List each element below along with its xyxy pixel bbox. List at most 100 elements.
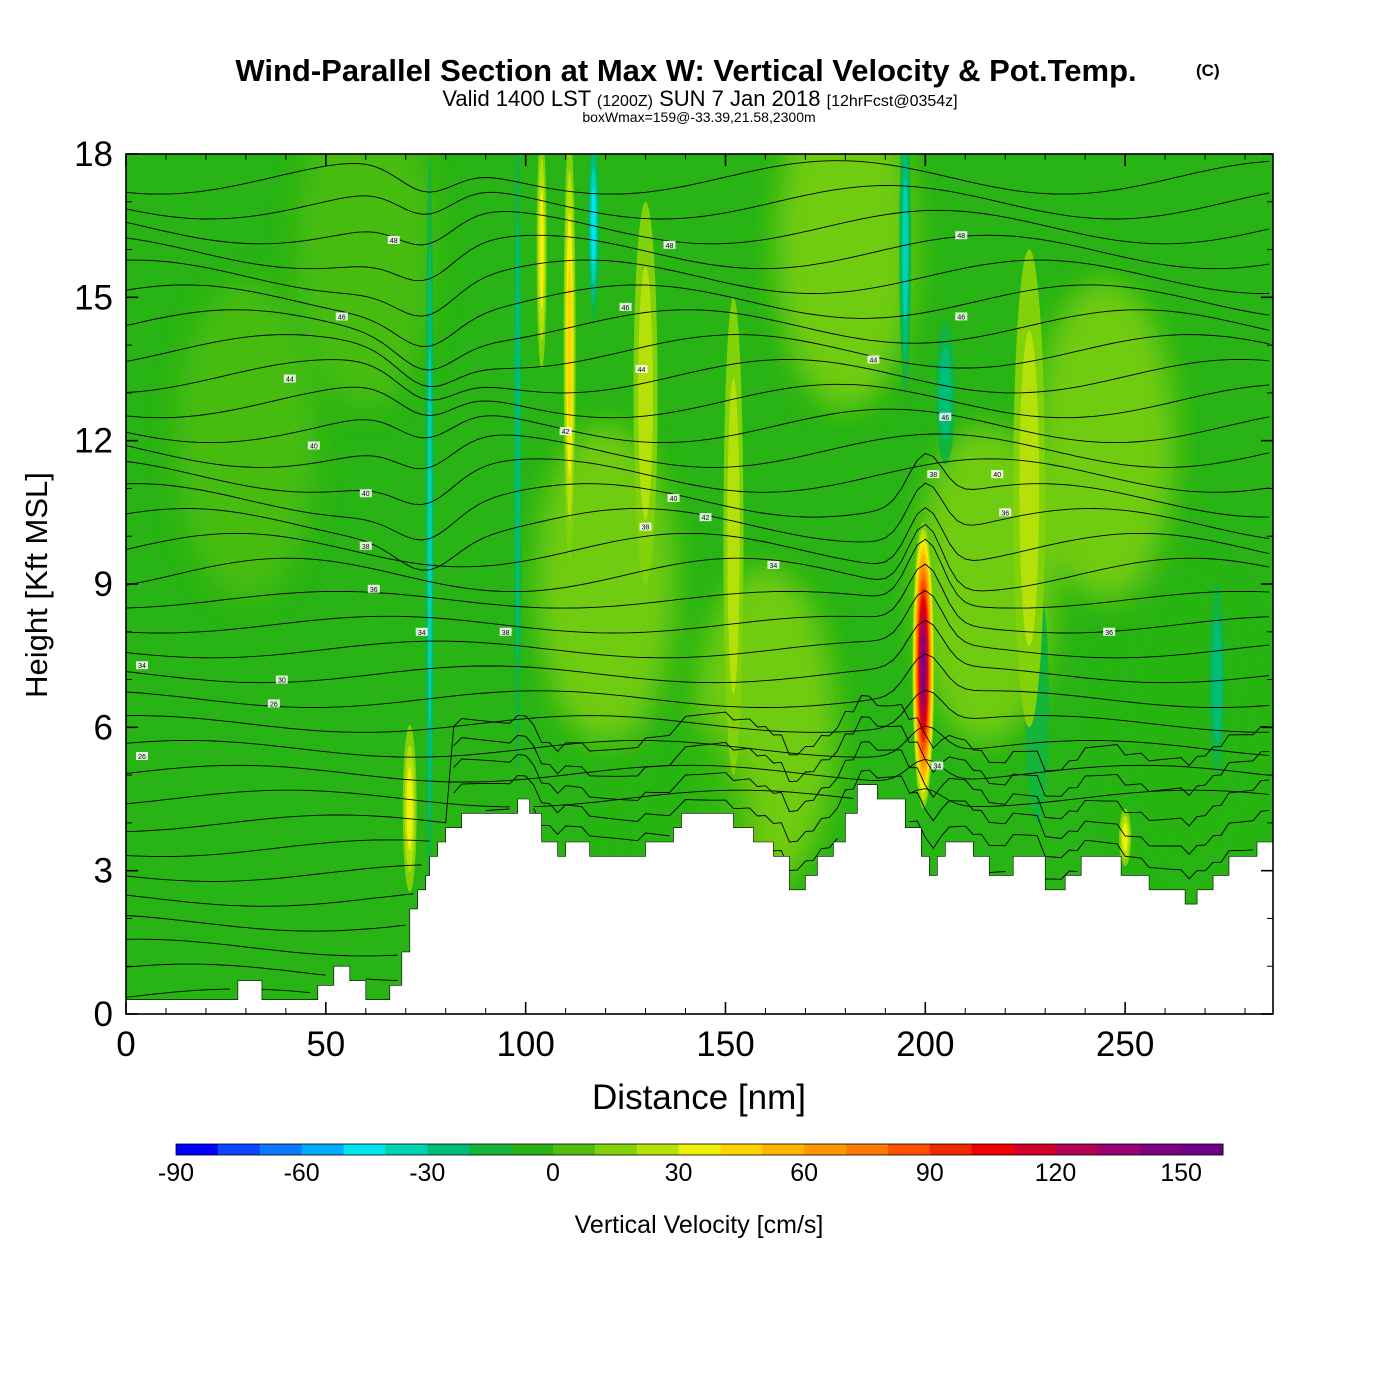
updraft-region-0 [912, 521, 935, 809]
terrain [126, 784, 1273, 1014]
theta-contour-label: 40 [359, 489, 372, 498]
y-tick-label: 15 [74, 278, 113, 317]
colorbar-cell [1013, 1144, 1056, 1155]
theta-contour [126, 769, 1270, 907]
copyright-mark: (C) [1196, 61, 1220, 80]
theta-contour [126, 788, 1270, 808]
velocity-level [567, 257, 572, 433]
colorbar-tick-label: -30 [409, 1159, 445, 1187]
colorbar-tick-label: -90 [158, 1159, 194, 1187]
theta-contour-label: 36 [1103, 627, 1116, 637]
downdraft-region-5 [1209, 584, 1226, 776]
colorbar-cell [1055, 1144, 1098, 1155]
theta-contour-label: 38 [359, 541, 372, 551]
colorbar-cell [971, 1144, 1015, 1155]
velocity-level [427, 344, 432, 729]
colorbar-cell [217, 1144, 261, 1155]
x-tick-label: 100 [496, 1025, 554, 1064]
colorbar-frame [175, 1143, 1224, 1156]
colorbar-cell [343, 1144, 386, 1155]
y-tick-label: 0 [94, 995, 113, 1034]
theta-contour-label: 44 [635, 365, 648, 374]
colorbar-tick-label: 30 [665, 1159, 693, 1187]
downdraft-region-4 [935, 321, 956, 465]
theta-contour [126, 259, 1269, 317]
theta-contour [126, 284, 1270, 348]
theta-contour-label: 26 [267, 699, 280, 708]
y-tick-label: 12 [74, 422, 113, 461]
theta-contour-label-text: 46 [622, 305, 630, 312]
theta-contour-label: 38 [639, 522, 652, 532]
velocity-level [539, 189, 544, 310]
theta-contour [126, 358, 1270, 401]
theta-contour [126, 808, 1254, 932]
colorbar-cell [846, 1144, 889, 1155]
theta-contour-label-text: 38 [362, 544, 370, 551]
colorbar-cell [511, 1144, 554, 1155]
theta-contour [126, 988, 310, 998]
theta-contour-label: 38 [499, 627, 512, 637]
colorbar-tick-label: 90 [916, 1159, 944, 1187]
theta-contour-label-text: 42 [562, 429, 570, 436]
downdraft-region-0 [425, 154, 435, 919]
theta-contour [126, 758, 1270, 783]
y-axis-label: Height [Kft MSL] [19, 472, 54, 698]
theta-contour-label-text: 44 [286, 377, 294, 384]
theta-contour-label: 34 [135, 661, 148, 670]
theta-contour-label-text: 46 [957, 314, 965, 321]
contour-labels: 26 34 26 30 36 38 40 40 44 46 48 34 38 42 38 40 42 34 46 44… [135, 231, 1116, 771]
downdraft-region-3 [899, 154, 912, 393]
x-tick-label: 150 [696, 1025, 754, 1064]
theta-contour-label: 40 [667, 494, 680, 503]
colorbar-cell [1181, 1144, 1224, 1155]
colorbar-cell [804, 1144, 847, 1155]
theta-contour-label-text: 34 [418, 630, 426, 637]
theta-contour-label: 46 [955, 312, 968, 321]
theta-contour-label-text: 48 [390, 238, 398, 245]
theta-contour-label-text: 38 [642, 525, 650, 532]
theta-contour-label-text: 30 [278, 678, 286, 685]
theta-contour [126, 452, 1269, 541]
theta-contour [126, 523, 1270, 593]
theta-contour-label-text: 40 [993, 472, 1001, 479]
colorbar-cell [552, 1144, 596, 1155]
x-tick-label: 50 [306, 1025, 345, 1064]
theta-contour-label: 46 [619, 302, 632, 312]
theta-contour [126, 458, 1270, 506]
theta-contour-label-text: 34 [770, 563, 778, 570]
chart-title: Wind-Parallel Section at Max W: Vertical… [235, 53, 1136, 88]
theta-contour-label: 34 [767, 560, 780, 570]
theta-contour [126, 383, 1270, 419]
theta-contour-label: 46 [939, 412, 952, 422]
theta-contour [126, 963, 398, 982]
theta-contour [126, 589, 1270, 659]
theta-contour-label: 34 [931, 761, 944, 771]
colorbar-cell [259, 1144, 303, 1155]
theta-contour-label-text: 44 [638, 367, 646, 374]
theta-contour [126, 334, 1270, 388]
theta-contour-label-text: 36 [1105, 630, 1113, 637]
theta-contour [126, 309, 1270, 371]
plot-area: 26 34 26 30 36 38 40 40 44 46 48 34 38 42 38 40 42 34 46 44… [126, 154, 1273, 1014]
colorbar-tick-label: 120 [1035, 1159, 1077, 1187]
theta-contour [126, 433, 1270, 470]
theta-contour-label-text: 36 [1001, 510, 1009, 517]
theta-contour [126, 507, 1270, 568]
theta-contour-label: 48 [387, 236, 400, 245]
theta-contour [126, 725, 1270, 758]
theta-contour [126, 563, 1270, 634]
colorbar-cell [469, 1144, 512, 1155]
velocity-level [1212, 616, 1222, 743]
colorbar-cell [720, 1144, 763, 1155]
x-tick-labels: 0 50 100 150 200 250 [116, 1025, 1154, 1064]
colorbar-label: Vertical Velocity [cm/s] [575, 1211, 824, 1239]
x-tick-label: 250 [1096, 1025, 1154, 1064]
y-tick-label: 6 [94, 708, 113, 747]
downdraft-region-2 [513, 154, 522, 776]
velocity-level [902, 177, 908, 322]
colorbar: -90 -60 -30 0 30 60 90 120 150 Vertical Velocity… [158, 1143, 1224, 1239]
colorbar-tick-labels: -90 -60 -30 0 30 60 90 120 150 [158, 1159, 1202, 1187]
theta-contour [126, 695, 1270, 833]
theta-contour-label: 26 [135, 752, 148, 761]
